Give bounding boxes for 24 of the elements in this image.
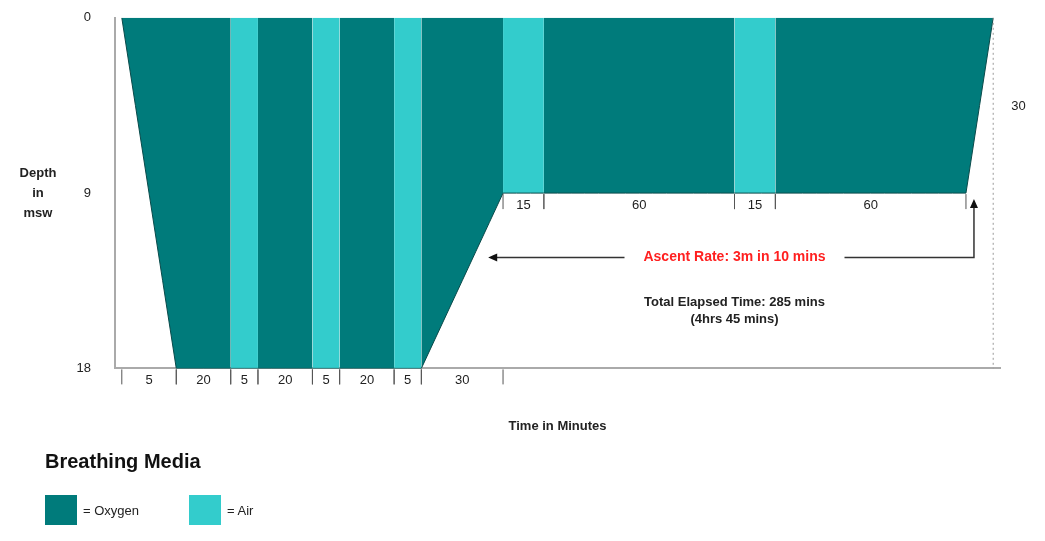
annotation: 15 <box>516 197 531 213</box>
text: 5 <box>240 372 248 388</box>
text: 5 <box>404 372 412 388</box>
text: 20 <box>359 372 375 388</box>
annotation: 15 <box>747 197 763 213</box>
y-tick-label: 18 <box>76 359 91 375</box>
annotation: Total Elapsed Time: 285 mins <box>644 294 825 310</box>
annotation: Ascent Rate: 3m in 10 mins <box>643 248 826 265</box>
text: 30 <box>1011 97 1026 113</box>
legend-title: Breathing Media <box>45 450 202 473</box>
y-tick-label: 9 <box>83 184 91 200</box>
text: 20 <box>277 372 293 388</box>
text: 5 <box>322 372 330 388</box>
annotation: (4hrs 45 mins) <box>690 311 779 327</box>
legend-label: = Oxygen <box>83 502 140 518</box>
text: 20 <box>196 372 211 388</box>
annotation: 60 <box>631 197 647 213</box>
legend-label: = Air <box>227 502 254 518</box>
x-axis-title: Time in Minutes <box>508 417 607 433</box>
y-tick-label: 0 <box>83 9 91 25</box>
text: 5 <box>145 372 153 388</box>
y-axis-title: Depth in msw <box>19 164 57 220</box>
annotation: 60 <box>863 197 878 213</box>
text: 30 <box>454 372 470 388</box>
